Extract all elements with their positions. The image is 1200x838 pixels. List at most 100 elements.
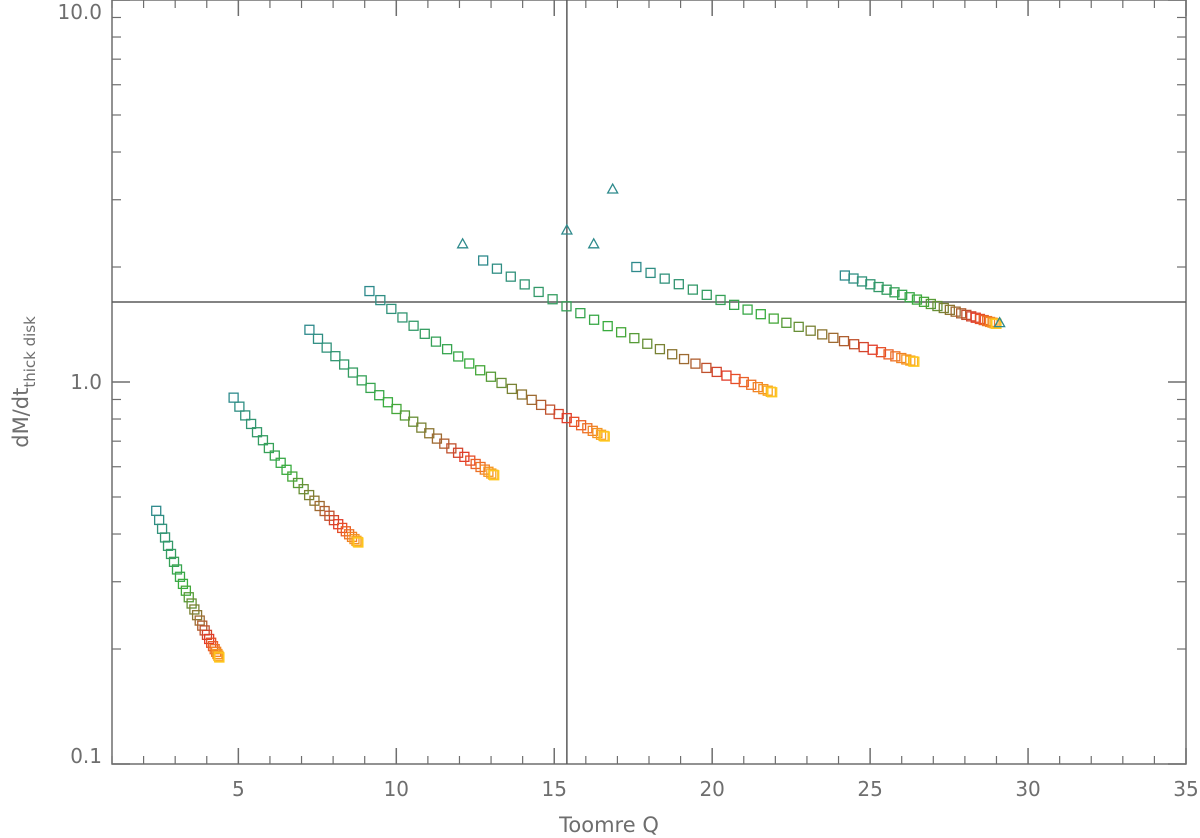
data-point-square — [430, 336, 442, 347]
data-point-square — [516, 389, 528, 400]
data-point-square — [544, 404, 556, 415]
data-point-square — [234, 401, 245, 412]
data-point-square — [485, 371, 497, 382]
data-point-square — [416, 422, 427, 433]
data-point-square — [673, 279, 684, 290]
data-point-square — [168, 556, 180, 567]
data-point-square — [309, 495, 320, 506]
data-point-square — [561, 412, 572, 424]
data-point-square — [424, 428, 435, 439]
data-point-square — [212, 648, 223, 660]
data-point-square — [321, 342, 332, 353]
data-point-square — [654, 343, 666, 355]
y-axis-title: dM/dtthick disk — [9, 316, 39, 448]
reference-lines — [112, 0, 1186, 764]
data-point-square — [526, 394, 537, 406]
data-point-square — [374, 390, 385, 401]
data-point-square — [304, 324, 315, 335]
data-point-square — [191, 610, 203, 621]
data-point-square — [856, 276, 868, 287]
data-point-square — [330, 351, 341, 362]
data-point-square — [592, 427, 603, 439]
data-point-square — [340, 526, 351, 537]
data-point-square — [419, 328, 430, 339]
data-point-square — [475, 365, 486, 376]
data-point-square — [889, 287, 900, 298]
data-point-square — [875, 347, 887, 358]
data-point-square — [746, 379, 757, 390]
data-point-square — [667, 349, 678, 360]
data-point-square — [932, 300, 943, 312]
data-point-square — [904, 292, 915, 303]
data-point-square — [974, 313, 986, 325]
data-point-square — [588, 314, 600, 325]
data-point-square — [353, 537, 364, 548]
data-point-square — [701, 362, 712, 374]
data-point-square — [408, 416, 419, 427]
data-point-square — [408, 320, 419, 331]
data-point-square — [569, 416, 580, 427]
data-point-square — [561, 301, 572, 312]
data-point-square — [347, 367, 359, 378]
data-point-square — [991, 318, 1002, 329]
data-point-square — [711, 366, 722, 378]
data-point-square — [156, 523, 168, 534]
data-point-square — [214, 652, 225, 663]
data-point-square — [678, 353, 690, 365]
data-point-square — [742, 304, 753, 315]
data-point-square — [275, 457, 286, 468]
data-point-square — [213, 650, 224, 661]
data-point-square — [153, 514, 165, 526]
tick-labels: 5 10 15 20 25 30 35 0.1 1.0 10.0 — [57, 0, 1198, 801]
data-point-square — [909, 356, 920, 367]
data-point-square — [595, 429, 607, 440]
data-point-square — [177, 578, 189, 590]
data-point-square — [659, 273, 670, 284]
data-point-square — [338, 359, 350, 370]
data-point-square — [575, 420, 587, 431]
data-point-square — [925, 298, 936, 310]
data-point-square — [519, 279, 530, 290]
data-point-square — [873, 281, 884, 293]
axis-ticks — [111, 0, 1187, 765]
data-point-square — [240, 410, 251, 421]
plot-frame — [111, 0, 1187, 765]
data-point-square — [730, 373, 741, 385]
data-point-square — [453, 351, 464, 362]
data-point-square — [918, 296, 930, 307]
data-point-square — [883, 349, 894, 360]
data-point-square — [506, 383, 518, 395]
data-point-square — [881, 284, 892, 295]
data-point-square — [793, 321, 804, 333]
data-point-square — [897, 289, 908, 300]
data-point-square — [486, 468, 497, 479]
data-point-square — [721, 370, 732, 381]
data-point-triangle — [587, 237, 600, 249]
x-tick-label: 35 — [1173, 777, 1198, 801]
data-point-square — [631, 261, 642, 273]
data-point-square — [159, 532, 171, 543]
data-point-square — [867, 344, 878, 355]
data-point-square — [817, 329, 828, 340]
data-point-square — [839, 270, 850, 281]
data-point-square — [251, 427, 263, 438]
data-point-square — [382, 397, 394, 408]
data-point-square — [547, 294, 558, 305]
data-point-square — [533, 286, 544, 298]
data-point-square — [162, 540, 174, 551]
data-point-square — [768, 313, 779, 324]
data-point-square — [183, 592, 194, 603]
data-point-square — [858, 341, 869, 353]
data-point-square — [303, 489, 315, 501]
data-point-square — [805, 325, 816, 336]
x-tick-label: 10 — [384, 777, 409, 801]
data-point-triangle — [560, 223, 573, 235]
data-point-square — [729, 299, 740, 311]
data-point-square — [228, 392, 239, 403]
data-point-square — [257, 435, 269, 446]
data-point-square — [505, 271, 516, 282]
data-point-square — [151, 505, 162, 516]
data-point-square — [599, 431, 610, 442]
data-point-square — [174, 571, 186, 582]
